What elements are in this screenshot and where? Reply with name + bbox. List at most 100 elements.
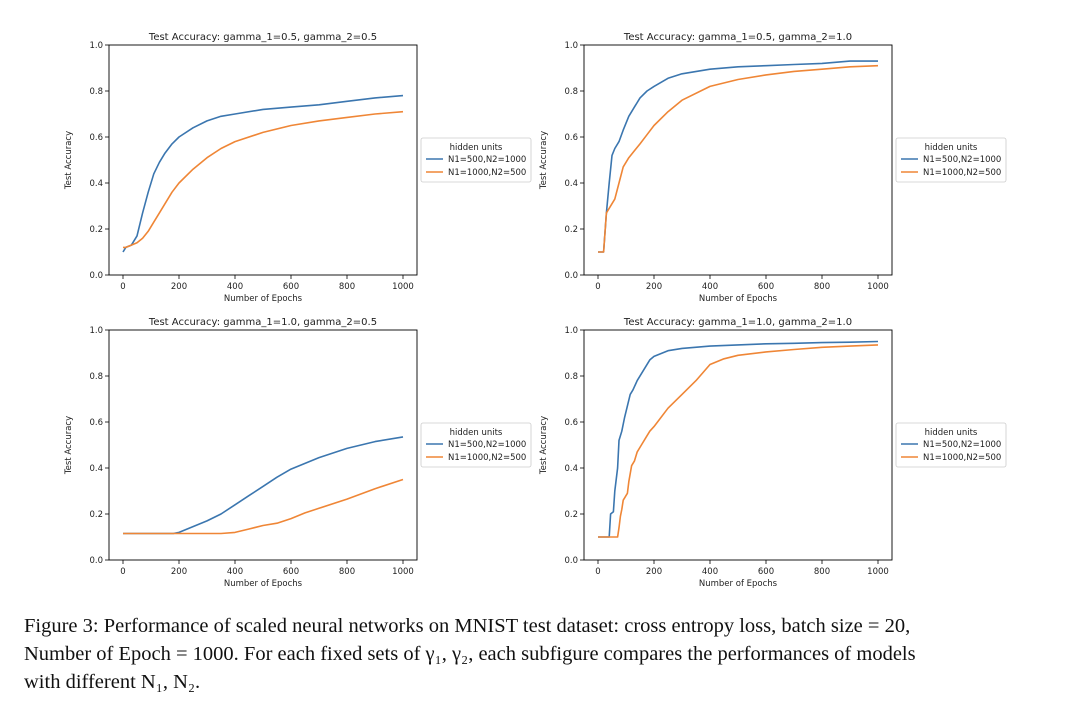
legend-entry: N1=500,N2=1000 <box>448 155 526 165</box>
x-tick-label: 200 <box>171 567 187 577</box>
series-line-2 <box>123 478 404 535</box>
chart-title: Test Accuracy: gamma_1=1.0, gamma_2=1.0 <box>623 317 852 328</box>
y-tick-label: 0.8 <box>89 87 103 97</box>
y-tick-label: 0.2 <box>89 225 103 235</box>
y-tick-label: 0.0 <box>89 556 103 566</box>
y-tick-label: 0.6 <box>89 418 103 428</box>
x-tick-label: 800 <box>814 567 830 577</box>
series-line-1 <box>122 94 404 253</box>
legend-title: hidden units <box>925 143 978 153</box>
x-tick-label: 0 <box>595 282 600 292</box>
y-axis-label: Test Accuracy <box>64 131 74 190</box>
x-axis-label: Number of Epochs <box>224 294 303 304</box>
x-tick-label: 600 <box>283 282 299 292</box>
x-tick-label: 400 <box>227 282 243 292</box>
x-tick-label: 1000 <box>392 567 414 577</box>
chart-panel-2: 0.0 0.2 0.4 0.6 0.8 1.0 0 200 400 600 800 1000 Test … <box>539 32 1007 304</box>
legend-entry: N1=1000,N2=500 <box>448 453 526 463</box>
x-axis-label: Number of Epochs <box>699 579 778 589</box>
chart-panel-1: 0.0 0.2 0.4 0.6 0.8 1.0 0 200 400 600 800 1000 Test … <box>64 32 532 304</box>
y-tick-label: 1.0 <box>564 41 578 51</box>
legend-box <box>420 422 532 468</box>
x-tick-label: 1000 <box>867 567 889 577</box>
x-tick-label: 200 <box>171 282 187 292</box>
y-axis-label: Test Accuracy <box>539 416 549 475</box>
y-tick-label: 0.6 <box>89 133 103 143</box>
series-line-1 <box>598 60 878 253</box>
legend-box <box>895 137 1007 183</box>
legend-title: hidden units <box>450 143 503 153</box>
legend-entry: N1=1000,N2=500 <box>448 168 526 178</box>
y-tick-label: 0.2 <box>564 225 578 235</box>
y-tick-label: 0.8 <box>89 372 103 382</box>
caption-line-1: Figure 3: Performance of scaled neural n… <box>24 615 911 637</box>
x-tick-label: 200 <box>646 282 662 292</box>
y-tick-label: 0.2 <box>564 510 578 520</box>
figure-caption: Figure 3: Performance of scaled neural n… <box>24 612 1064 696</box>
plot-frame <box>108 44 418 276</box>
y-tick-label: 0.4 <box>564 464 578 474</box>
legend-entry: N1=1000,N2=500 <box>923 168 1001 178</box>
series-line-2 <box>598 64 879 253</box>
x-tick-label: 200 <box>646 567 662 577</box>
x-tick-label: 600 <box>283 567 299 577</box>
plot-frame <box>583 329 893 561</box>
y-axis-label: Test Accuracy <box>64 416 74 475</box>
y-tick-label: 0.0 <box>89 271 103 281</box>
chart-title: Test Accuracy: gamma_1=0.5, gamma_2=0.5 <box>148 32 377 43</box>
y-tick-label: 1.0 <box>89 326 103 336</box>
series-line-1 <box>598 340 879 538</box>
legend-box <box>420 137 532 183</box>
x-tick-label: 600 <box>758 282 774 292</box>
x-tick-label: 400 <box>227 567 243 577</box>
x-tick-label: 800 <box>814 282 830 292</box>
chart-title: Test Accuracy: gamma_1=1.0, gamma_2=0.5 <box>148 317 377 328</box>
y-tick-label: 1.0 <box>89 41 103 51</box>
legend-entry: N1=500,N2=1000 <box>923 440 1001 450</box>
series-line-1 <box>123 436 404 535</box>
series-line-2 <box>123 110 404 249</box>
legend: hidden units N1=500,N2=1000 N1=1000,N2=500 <box>420 422 532 468</box>
y-tick-label: 0.8 <box>564 372 578 382</box>
legend-entry: N1=1000,N2=500 <box>923 453 1001 463</box>
x-tick-label: 800 <box>339 567 355 577</box>
x-tick-label: 0 <box>120 567 125 577</box>
legend-entry: N1=500,N2=1000 <box>448 440 526 450</box>
caption-line-3: with different N₁, N₂. <box>24 671 201 693</box>
legend: hidden units N1=500,N2=1000 N1=1000,N2=500 <box>895 137 1007 183</box>
y-tick-label: 0.0 <box>564 271 578 281</box>
legend-title: hidden units <box>450 428 503 438</box>
x-tick-label: 0 <box>120 282 125 292</box>
chart-panel-3: 0.0 0.2 0.4 0.6 0.8 1.0 0 200 400 600 800 1000 Test … <box>64 317 532 589</box>
legend-box <box>895 422 1007 468</box>
legend: hidden units N1=500,N2=1000 N1=1000,N2=500 <box>895 422 1007 468</box>
x-axis-label: Number of Epochs <box>699 294 778 304</box>
x-tick-label: 800 <box>339 282 355 292</box>
y-tick-label: 1.0 <box>564 326 578 336</box>
y-tick-label: 0.6 <box>564 418 578 428</box>
chart-panel-4: 0.0 0.2 0.4 0.6 0.8 1.0 0 200 400 600 800 1000 Test … <box>539 317 1007 589</box>
y-tick-label: 0.0 <box>564 556 578 566</box>
x-tick-label: 0 <box>595 567 600 577</box>
figure-panels: 0.0 0.2 0.4 0.6 0.8 1.0 0 200 400 600 800 1000 Test … <box>64 32 1007 589</box>
y-tick-label: 0.4 <box>89 464 103 474</box>
y-axis-label: Test Accuracy <box>539 131 549 190</box>
caption-line-2: Number of Epoch = 1000. For each fixed s… <box>24 643 916 665</box>
legend: hidden units N1=500,N2=1000 N1=1000,N2=500 <box>420 137 532 183</box>
x-tick-label: 1000 <box>867 282 889 292</box>
legend-entry: N1=500,N2=1000 <box>923 155 1001 165</box>
y-tick-label: 0.4 <box>89 179 103 189</box>
legend-title: hidden units <box>925 428 978 438</box>
x-tick-label: 400 <box>702 282 718 292</box>
x-axis-label: Number of Epochs <box>224 579 303 589</box>
x-tick-label: 400 <box>702 567 718 577</box>
y-tick-label: 0.8 <box>564 87 578 97</box>
y-tick-label: 0.6 <box>564 133 578 143</box>
plot-frame <box>583 44 893 276</box>
x-tick-label: 1000 <box>392 282 414 292</box>
y-tick-label: 0.4 <box>564 179 578 189</box>
series-line-2 <box>598 344 879 538</box>
plot-frame <box>108 329 418 561</box>
x-tick-label: 600 <box>758 567 774 577</box>
chart-title: Test Accuracy: gamma_1=0.5, gamma_2=1.0 <box>623 32 852 43</box>
